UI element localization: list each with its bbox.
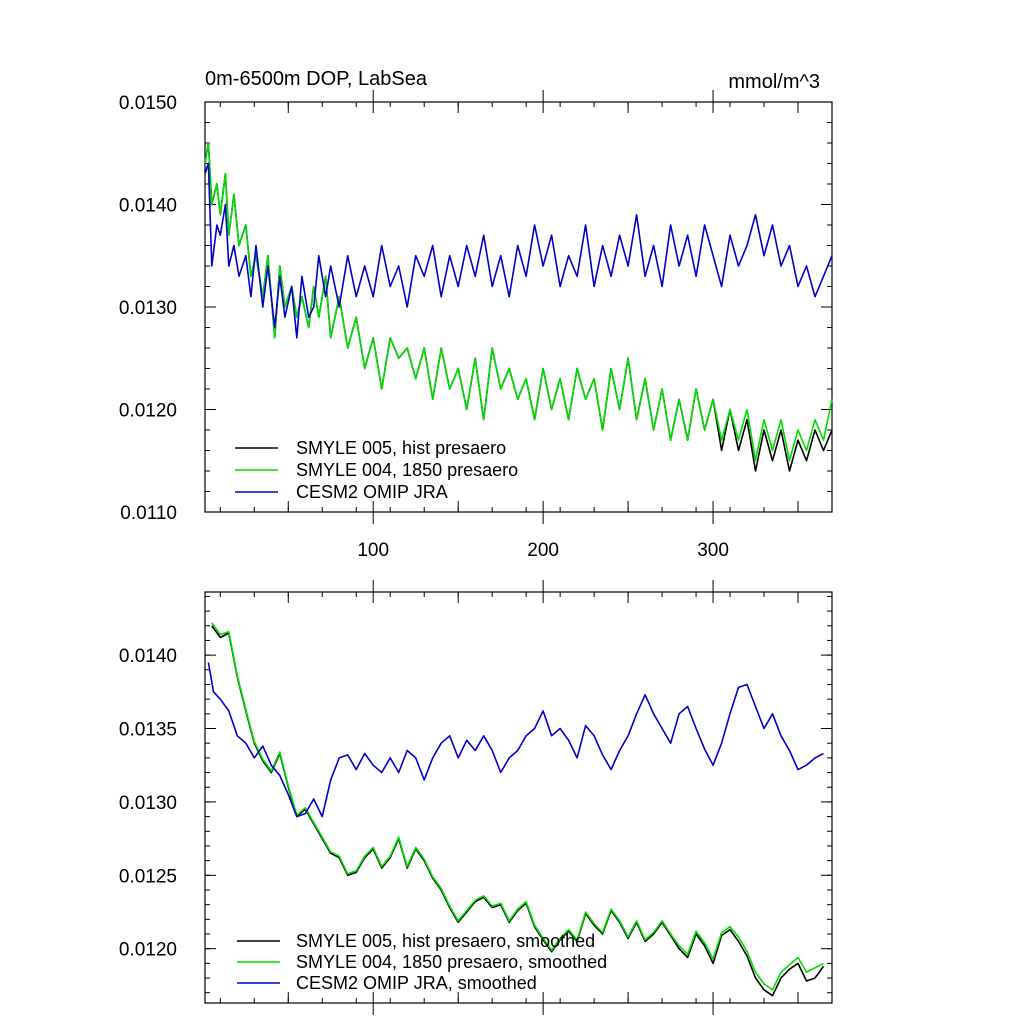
chart-bottom: 0.0120 0.0125 0.0130 0.0135 0.0140 SMYLE 005,…: [119, 580, 833, 1015]
legend-label: CESM2 OMIP JRA: [296, 482, 448, 502]
legend-label: SMYLE 005, hist presaero, smoothed: [296, 931, 595, 951]
series-line-3: [204, 162, 833, 339]
y-tick-label: 0.0140: [119, 646, 177, 667]
x-tick-label: 100: [357, 540, 389, 561]
legend-label: SMYLE 004, 1850 presaero: [296, 460, 518, 480]
legend-label: SMYLE 005, hist presaero: [296, 438, 506, 458]
y-tick-label: 0.0140: [119, 196, 177, 217]
legend-label: SMYLE 004, 1850 presaero, smoothed: [296, 952, 607, 972]
series-line-2: [211, 622, 824, 991]
series-line-3: [207, 662, 824, 818]
y-tick-label: 0.0125: [119, 866, 177, 887]
chart-title: 0m-6500m DOP, LabSea: [205, 68, 428, 90]
y-tick-label: 0.0130: [119, 298, 177, 319]
y-tick-label: 0.0110: [120, 503, 177, 524]
y-tick-label: 0.0130: [119, 793, 177, 814]
legend-label: CESM2 OMIP JRA, smoothed: [296, 973, 537, 993]
y-tick-label: 0.0135: [119, 720, 177, 741]
x-tick-label: 200: [527, 540, 559, 561]
y-tick-label: 0.0120: [119, 401, 177, 422]
plot-frame: [204, 591, 833, 1004]
x-tick-label: 300: [697, 540, 729, 561]
y-tick-label: 0.0150: [119, 93, 177, 114]
y-tick-label: 0.0120: [119, 940, 177, 961]
chart-units: mmol/m^3: [728, 71, 820, 93]
chart-top: 0m-6500m DOP, LabSea mmol/m^3 0.0110 0.01…: [119, 68, 833, 561]
